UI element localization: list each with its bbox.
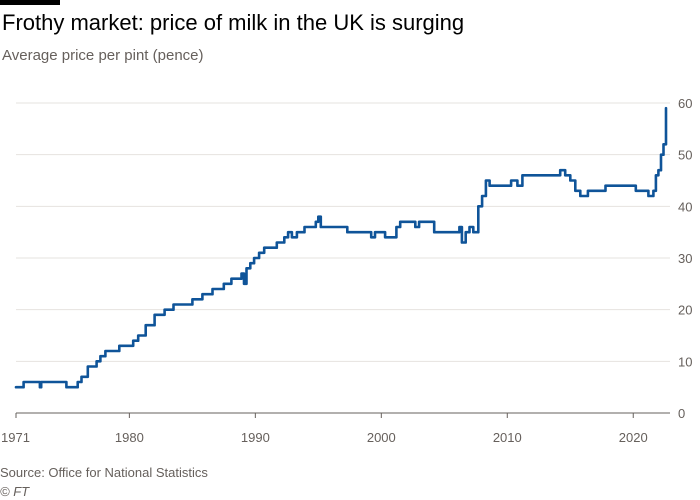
x-tick-label-2020: 2020 bbox=[619, 430, 648, 445]
y-tick-label-50: 50 bbox=[678, 148, 692, 163]
x-tick-label-2010: 2010 bbox=[493, 430, 522, 445]
y-tick-label-20: 20 bbox=[678, 303, 692, 318]
x-tick-label-1971: 1971 bbox=[1, 430, 30, 445]
ft-credit: © FT bbox=[0, 484, 30, 499]
series-layer bbox=[14, 106, 668, 389]
top-accent-bar bbox=[0, 0, 60, 5]
series-line-milk-price bbox=[14, 106, 668, 389]
source-note: Source: Office for National Statistics bbox=[0, 465, 208, 480]
y-tick-label-10: 10 bbox=[678, 354, 692, 369]
y-axis-labels: 0 10 20 30 40 50 60 bbox=[678, 96, 692, 421]
y-tick-label-60: 60 bbox=[678, 96, 692, 111]
grid-layer bbox=[16, 102, 670, 414]
x-tick-label-2000: 2000 bbox=[367, 430, 396, 445]
y-tick-label-40: 40 bbox=[678, 199, 692, 214]
chart-title: Frothy market: price of milk in the UK i… bbox=[2, 10, 465, 35]
y-tick-label-0: 0 bbox=[678, 406, 685, 421]
x-tick-label-1990: 1990 bbox=[241, 430, 270, 445]
x-tick-label-1980: 1980 bbox=[115, 430, 144, 445]
chart-subtitle: Average price per pint (pence) bbox=[2, 47, 204, 64]
x-axis-labels: 1971 1980 1990 2000 2010 2020 bbox=[1, 413, 648, 445]
y-tick-label-30: 30 bbox=[678, 251, 692, 266]
